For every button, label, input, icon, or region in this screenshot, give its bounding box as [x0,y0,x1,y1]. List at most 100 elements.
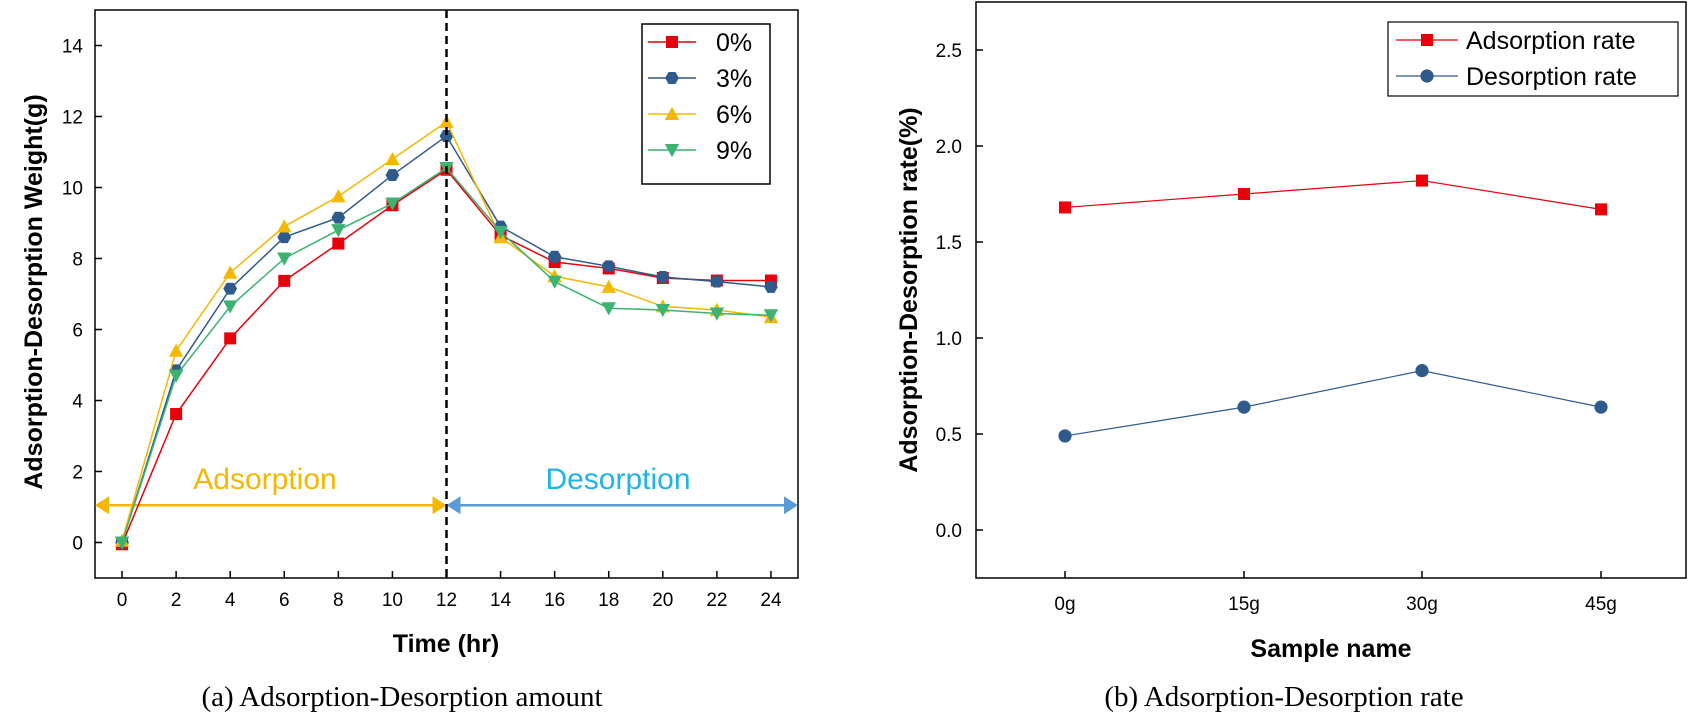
chart-a-data-point [601,260,616,273]
chart-b-data-point [1595,203,1607,216]
chart-b-caption: (b) Adsorption-Desorption rate [1104,681,1463,713]
chart-a-region-arrow-head-left [95,496,109,515]
chart-b-series-line [1064,370,1602,437]
chart-a-y-axis-label: Adsorption-Desorption Weight(g) [20,94,48,489]
chart-a-caption: (a) Adsorption-Desorption amount [201,681,602,713]
chart-a-legend-label: 6% [716,101,752,129]
chart-a-data-point [331,224,346,238]
chart-a-data-point [331,189,346,203]
chart-b-legend-label: Desorption rate [1466,63,1637,91]
chart-b-data-point [1058,429,1072,443]
chart-a-y-tick-label: 10 [62,179,83,200]
chart-a-data-point [277,252,292,266]
chart-a-x-tick-label: 6 [279,590,290,611]
chart-a-data-point [277,219,292,233]
chart-a-data-point [114,536,130,550]
chart-a-legend: 0% 3% 6% 9% [641,23,771,185]
chart-b-legend-marker [1421,34,1433,46]
chart-a-y-tick-label: 4 [72,392,83,413]
chart-a-data-point [385,169,400,182]
chart-b-x-tick-label: 45g [1585,594,1617,615]
chart-a-region-arrows [95,496,798,515]
chart-b: 0.0 0.5 1.0 1.5 2.0 2.5 0g 15g 30g 45g Adsorptio… [895,1,1687,713]
chart-a-region-label-adsorption: Adsorption [193,463,336,496]
chart-b-y-axis-label: Adsorption-Desorption rate(%) [895,107,923,472]
chart-b-y-tick-label: 1.5 [936,233,962,254]
chart-a-data-point [224,332,237,345]
chart-a-legend-label: 0% [716,29,752,57]
chart-b-y-tick-label: 0.0 [936,521,962,542]
chart-a-x-axis: 0 2 4 6 8 10 12 14 16 18 20 22 24 [117,571,782,611]
chart-a-data-point [763,309,779,323]
chart-b-legend-marker [1420,69,1434,83]
chart-a-data-point [168,343,184,357]
chart-a-data-point [709,307,725,321]
chart-a-data-point [601,279,616,293]
chart-a-legend-label: 9% [716,137,752,165]
chart-a-region-arrow-head-right [784,496,798,515]
chart-a-data-point [222,300,238,314]
chart-a-region-arrow-head-right [432,496,447,515]
chart-a-x-tick-label: 14 [490,590,512,611]
chart-a-data-point [709,275,724,288]
chart-a-data-point [332,237,345,250]
chart-a-x-axis-label: Time (hr) [393,630,500,658]
chart-a-data-point [764,280,778,293]
chart-a-data-point [385,151,400,166]
chart-a-x-tick-label: 20 [652,590,673,611]
chart-b-legend: Adsorption rate Desorption rate [1387,21,1679,97]
chart-a-data-point [655,270,670,283]
chart-a-region-arrow-head-left [446,496,461,515]
chart-b-series [1058,174,1608,443]
chart-a-y-tick-label: 6 [72,321,83,342]
chart-b-y-tick-label: 2.0 [936,137,962,158]
chart-a-y-tick-label: 0 [72,534,83,555]
chart-a-data-point [547,275,562,289]
chart-a-legend-marker [664,144,680,158]
chart-a-y-tick-label: 14 [62,37,84,58]
chart-b-data-point [1238,188,1250,200]
chart-a-data-point [278,274,291,287]
chart-a-x-tick-label: 0 [117,590,128,611]
chart-a-y-axis: 0 2 4 6 8 10 12 14 [62,37,102,555]
chart-a-data-point [385,197,400,211]
chart-a-data-point [601,302,616,316]
chart-a-x-tick-label: 8 [333,590,344,611]
chart-b-legend-box [1387,21,1679,97]
chart-a-x-tick-label: 12 [436,590,457,611]
chart-b-data-point [1594,400,1608,414]
chart-a-x-tick-label: 4 [225,590,236,611]
chart-a-data-point [222,265,238,279]
chart-b-y-axis: 0.0 0.5 1.0 1.5 2.0 2.5 [936,41,983,542]
chart-a-y-tick-label: 12 [62,108,83,129]
chart-b-data-point [1237,400,1251,414]
chart-b-x-tick-label: 15g [1228,594,1260,615]
chart-a-data-point [170,407,183,420]
chart-a-x-tick-label: 10 [382,590,403,611]
chart-a-legend-marker [666,36,678,48]
chart-a-x-tick-label: 22 [706,590,727,611]
chart-b-series-line [1064,179,1602,210]
chart-b-y-tick-label: 2.5 [936,41,962,62]
chart-a-x-tick-label: 18 [598,590,619,611]
chart-b-data-point [1059,201,1071,214]
chart-a-legend-box [641,23,771,185]
chart-b-x-tick-label: 30g [1406,594,1438,615]
chart-a-legend-label: 3% [716,65,752,93]
chart-a-legend-marker [665,72,679,84]
chart-b-x-axis-label: Sample name [1250,635,1411,663]
chart-a-x-tick-label: 16 [544,590,565,611]
chart-b-x-tick-label: 0g [1054,594,1075,615]
chart-b-data-point [1415,364,1429,378]
chart-a-y-tick-label: 8 [72,250,83,271]
chart-a-x-tick-label: 24 [760,590,782,611]
chart-a-data-point [547,250,562,263]
chart-b-y-tick-label: 0.5 [936,425,962,446]
chart-a-data-point [331,211,346,224]
chart-a-x-tick-label: 2 [171,590,182,611]
chart-a-data-point [168,369,184,383]
chart-a-data-point [493,225,508,240]
chart-a-legend-marker [664,106,680,120]
